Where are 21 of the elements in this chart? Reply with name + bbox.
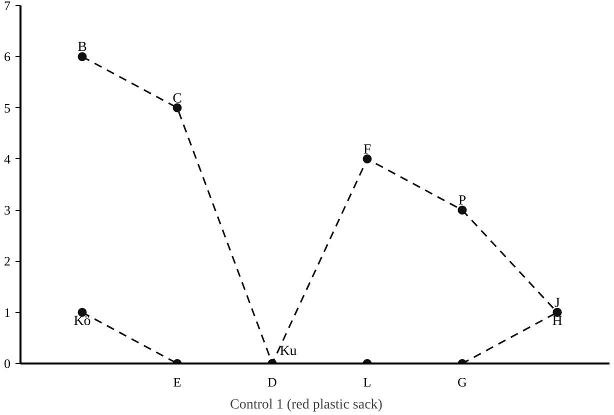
data-label: P (458, 194, 466, 209)
y-tick-label: 0 (4, 356, 10, 371)
x-axis-title: Control 1 (red plastic sack) (230, 398, 383, 412)
data-label: F (363, 142, 372, 158)
data-label: C (172, 91, 182, 106)
data-label: B (78, 40, 87, 56)
y-tick-label: 2 (4, 254, 10, 269)
x-tick-label: E (173, 374, 182, 390)
x-tick-label: G (458, 374, 467, 390)
x-tick-label: L (363, 374, 372, 390)
y-tick-label: 5 (4, 100, 10, 116)
y-tick-label: 6 (4, 49, 11, 64)
y-tick-label: 7 (4, 0, 11, 13)
y-tick-label: 1 (4, 304, 10, 320)
data-label: H (552, 314, 562, 329)
y-tick-label: 3 (4, 202, 10, 218)
data-label: Kö (74, 314, 91, 329)
x-tick-label: D (268, 374, 277, 390)
data-label: J (554, 296, 561, 311)
data-label: Ku (280, 344, 297, 359)
y-tick-label: 4 (4, 151, 11, 166)
